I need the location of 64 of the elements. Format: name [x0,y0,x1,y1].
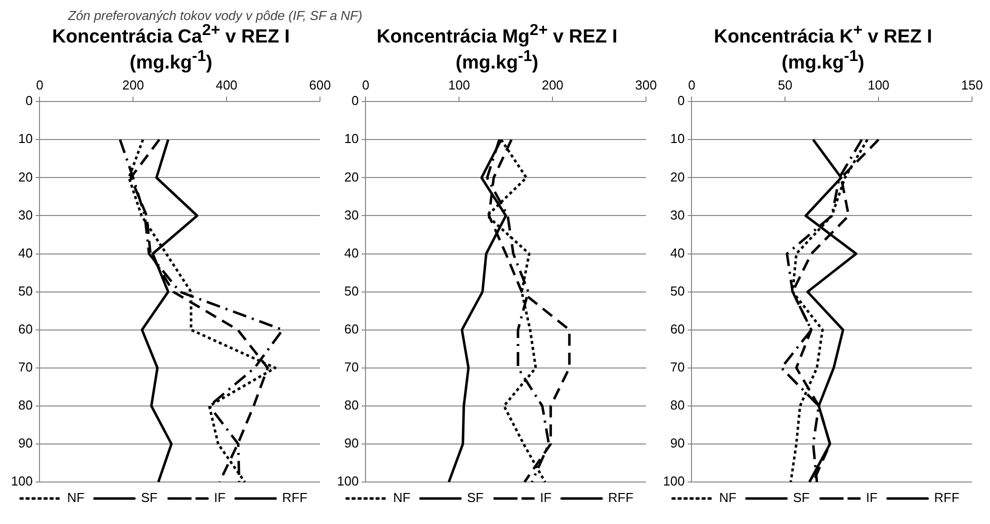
y-tick-label: 100 [10,473,33,488]
legend-label: SF [466,490,484,505]
x-tick-label: 100 [868,77,890,92]
x-tick-label: 50 [778,77,792,92]
y-tick-label: 50 [344,283,359,298]
y-tick-label: 20 [344,168,359,184]
y-tick-label: 30 [344,206,359,222]
y-tick-label: 70 [344,359,359,374]
y-tick-label: 40 [344,244,359,260]
y-tick-label: 60 [670,321,685,336]
y-tick-label: 20 [670,168,685,184]
legend-label: NF [67,490,85,505]
y-tick-label: 10 [344,130,359,146]
x-tick-label: 400 [216,77,238,92]
y-tick-label: 0 [25,92,33,108]
legend-label: IF [540,490,552,505]
y-tick-label: 80 [18,397,33,412]
chart-title: Koncentrácia Mg$^{2+}$ v REZ I [376,22,618,48]
legend-label: IF [214,490,226,505]
y-tick-label: 100 [662,473,685,488]
x-tick-label: 150 [961,77,983,92]
x-tick-label: 200 [122,77,144,92]
y-tick-label: 70 [18,359,33,374]
text: Zón preferovaných tokov vody v pôde (IF, SF a NF) [66,8,362,23]
x-tick-label: 0 [362,77,370,92]
legend-label: NF [393,490,411,505]
y-tick-label: 30 [670,206,685,222]
chart-subtitle: (mg.kg$^{-1}$) [780,48,866,75]
x-tick-label: 0 [688,77,696,92]
x-tick-label: 0 [36,77,44,92]
legend-label: RFF [608,490,634,505]
y-tick-label: 0 [677,92,685,108]
y-tick-label: 50 [18,283,33,298]
chart-subtitle: (mg.kg$^{-1}$) [128,48,214,75]
y-tick-label: 40 [18,244,33,260]
y-tick-label: 90 [670,435,685,450]
legend-label: NF [719,490,737,505]
y-tick-label: 20 [18,168,33,184]
y-tick-label: 100 [336,473,359,488]
x-tick-label: 100 [448,77,470,92]
legend-label: RFF [282,490,308,505]
y-tick-label: 70 [670,359,685,374]
y-tick-label: 90 [18,435,33,450]
y-tick-label: 0 [351,92,359,108]
legend-label: SF [792,490,810,505]
chart-title: Koncentrácia K$^{+}$ v REZ I [712,22,934,48]
x-tick-label: 300 [635,77,657,92]
legend-label: SF [140,490,158,505]
y-tick-label: 10 [670,130,685,146]
y-tick-label: 10 [18,130,33,146]
y-tick-label: 50 [670,283,685,298]
y-tick-label: 80 [670,397,685,412]
x-tick-label: 600 [309,77,331,92]
y-tick-label: 90 [344,435,359,450]
y-tick-label: 80 [344,397,359,412]
y-tick-label: 40 [670,244,685,260]
legend-label: IF [866,490,878,505]
legend-label: RFF [934,490,960,505]
y-tick-label: 60 [344,321,359,336]
y-tick-label: 60 [18,321,33,336]
chart-subtitle: (mg.kg$^{-1}$) [454,48,540,75]
y-tick-label: 30 [18,206,33,222]
x-tick-label: 200 [542,77,564,92]
chart-title: Koncentrácia Ca$^{2+}$ v REZ I [51,22,290,48]
